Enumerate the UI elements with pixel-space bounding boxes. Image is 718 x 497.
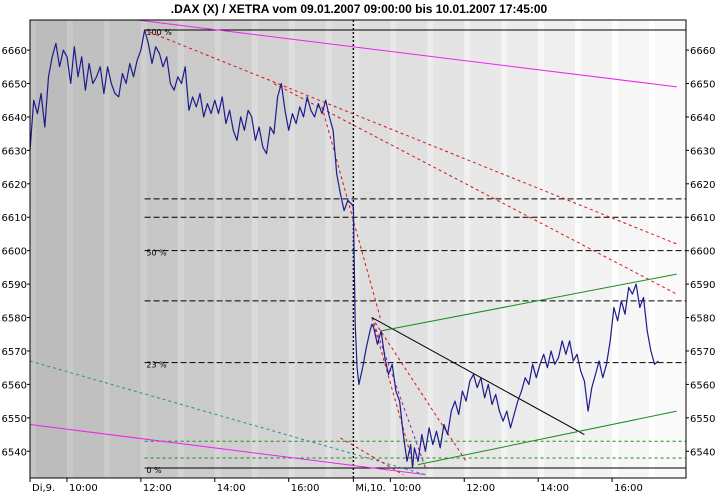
y-tick-label-right: 6600 <box>690 247 715 258</box>
x-tick-label: Di,9. <box>32 483 55 494</box>
hour-band <box>214 20 253 478</box>
y-tick-label-left: 6650 <box>2 80 27 91</box>
trend-line <box>371 317 585 435</box>
plot-frame <box>29 19 687 479</box>
hour-band-highlight <box>575 20 582 478</box>
trend-lines <box>29 19 677 476</box>
trend-line <box>29 360 426 476</box>
trend-line <box>417 410 677 466</box>
y-tick-label-right: 6540 <box>690 447 715 458</box>
hour-band-highlight <box>464 20 471 478</box>
y-tick-label-left: 6630 <box>2 146 27 157</box>
hour-band-highlight <box>214 20 221 478</box>
hour-band <box>30 20 68 478</box>
hour-band-highlight <box>390 20 397 478</box>
hour-band-highlight <box>288 20 295 478</box>
hour-band-highlight <box>649 20 656 478</box>
y-tick-label-right: 6590 <box>690 280 715 291</box>
trend-line <box>381 273 677 332</box>
x-tick-label: 14:00 <box>540 483 569 494</box>
hour-band <box>538 20 576 478</box>
background-bands <box>30 20 687 478</box>
hour-band-highlight <box>612 20 619 478</box>
y-tick-label-left: 6660 <box>2 46 27 57</box>
y-tick-label-right: 6650 <box>690 80 715 91</box>
trend-line <box>371 317 415 469</box>
hour-band-highlight <box>427 20 434 478</box>
x-tick-label: 10:00 <box>392 483 421 494</box>
y-tick-label-left: 6540 <box>2 447 27 458</box>
y-tick-label-right: 6660 <box>690 46 715 57</box>
trend-line <box>371 317 426 469</box>
y-tick-label-left: 6620 <box>2 180 27 191</box>
trend-line <box>321 106 382 322</box>
y-tick-label-right: 6560 <box>690 380 715 391</box>
y-tick-label-right: 6550 <box>690 414 715 425</box>
y-tick-label-left: 6560 <box>2 380 27 391</box>
chart-title: .DAX (X) / XETRA vom 09.01.2007 09:00:00… <box>171 2 548 16</box>
trend-line <box>273 83 677 295</box>
y-tick-label-left: 6590 <box>2 280 27 291</box>
hour-band <box>353 20 391 478</box>
x-tick-label: Mi,10. <box>355 483 386 494</box>
trend-line <box>137 19 677 88</box>
fib-level-label: 0 % <box>146 466 162 475</box>
hour-band-highlight <box>353 20 360 478</box>
y-tick-label-right: 6580 <box>690 314 715 325</box>
hour-band-highlight <box>66 20 73 478</box>
y-tick-label-left: 6580 <box>2 314 27 325</box>
x-tick-label: 12:00 <box>466 483 495 494</box>
y-tick-label-right: 6620 <box>690 180 715 191</box>
hour-band <box>612 20 650 478</box>
hour-band <box>66 20 105 478</box>
hour-band-highlight <box>140 20 147 478</box>
fib-level-label: 100 % <box>146 28 172 37</box>
hour-band <box>288 20 327 478</box>
hour-band <box>649 20 687 478</box>
x-tick-label: 16:00 <box>291 483 320 494</box>
price-line <box>29 29 659 469</box>
hour-band <box>390 20 428 478</box>
hour-band <box>464 20 502 478</box>
y-tick-label-left: 6610 <box>2 213 27 224</box>
x-tick-label: 10:00 <box>69 483 98 494</box>
y-tick-label-right: 6630 <box>690 146 715 157</box>
fib-level-label: 23 % <box>146 361 167 370</box>
x-tick-label: 16:00 <box>614 483 643 494</box>
hour-band <box>575 20 613 478</box>
hour-band-highlight <box>103 20 110 478</box>
hour-band <box>177 20 216 478</box>
trend-line <box>29 424 426 476</box>
y-tick-label-left: 6640 <box>2 113 27 124</box>
hour-band-highlight <box>30 20 36 478</box>
y-tick-label-right: 6640 <box>690 113 715 124</box>
hour-band <box>501 20 539 478</box>
hour-band-highlight <box>538 20 545 478</box>
price-series <box>29 29 659 469</box>
hour-band-highlight <box>501 20 508 478</box>
y-tick-label-right: 6610 <box>690 213 715 224</box>
x-tick-label: 12:00 <box>143 483 172 494</box>
hour-band <box>103 20 142 478</box>
fib-level-label: 50 % <box>146 249 167 258</box>
y-tick-label-right: 6570 <box>690 347 715 358</box>
hour-band <box>140 20 179 478</box>
hour-band <box>427 20 465 478</box>
y-tick-label-left: 6570 <box>2 347 27 358</box>
trend-line <box>371 317 467 462</box>
y-tick-label-left: 6600 <box>2 247 27 258</box>
hour-band-highlight <box>177 20 184 478</box>
trend-line <box>340 437 404 476</box>
hour-band-highlight <box>251 20 258 478</box>
fibonacci-levels: 100 % 50 % 23 % 0 % <box>144 28 686 475</box>
hour-band-highlight <box>325 20 332 478</box>
y-tick-label-left: 6550 <box>2 414 27 425</box>
x-tick-label: 14:00 <box>217 483 246 494</box>
axes: 6540 6540 6550 6550 6560 6560 6570 6570 6580 6580… <box>2 19 715 494</box>
